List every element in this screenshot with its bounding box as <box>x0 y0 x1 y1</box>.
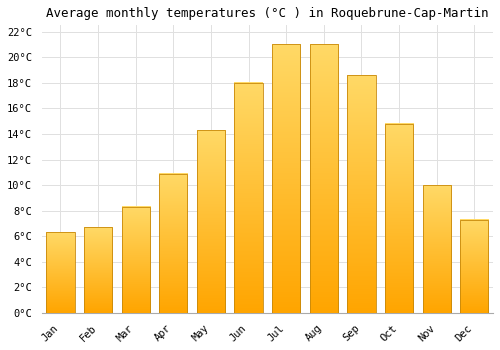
Bar <box>310 44 338 313</box>
Bar <box>197 130 225 313</box>
Bar <box>234 83 262 313</box>
Bar <box>348 75 376 313</box>
Title: Average monthly temperatures (°C ) in Roquebrune-Cap-Martin: Average monthly temperatures (°C ) in Ro… <box>46 7 488 20</box>
Bar <box>460 220 488 313</box>
Bar <box>159 174 188 313</box>
Bar <box>422 185 450 313</box>
Bar <box>84 228 112 313</box>
Bar <box>272 44 300 313</box>
Bar <box>122 207 150 313</box>
Bar <box>46 232 74 313</box>
Bar <box>385 124 413 313</box>
